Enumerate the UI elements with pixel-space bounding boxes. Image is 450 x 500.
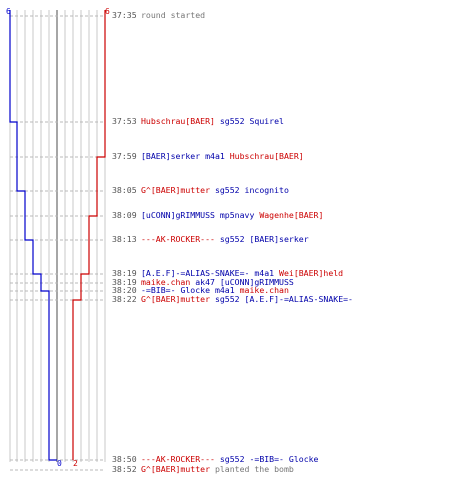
blue-team-line — [9, 10, 57, 461]
blue-start-count: 6 — [6, 7, 11, 16]
player-name: ---AK-ROCKER--- — [141, 454, 215, 464]
player-name: m4a1 — [249, 268, 280, 278]
red-team-line — [72, 10, 106, 460]
event-action-text: planted the bomb — [210, 464, 294, 474]
event-text: G^[BAER]mutter planted the bomb — [141, 465, 294, 474]
red-start-count: 6 — [105, 7, 110, 16]
player-name: maike.chan — [239, 285, 289, 295]
event-text: ---AK-ROCKER--- sg552 [BAER]serker — [141, 235, 309, 244]
player-name: ---AK-ROCKER--- — [141, 234, 215, 244]
player-name: sg552 — [214, 454, 250, 464]
event-text: maike.chan ak47 [uCONN]gRIMMUSS — [141, 278, 294, 287]
player-name: G^[BAER]mutter — [141, 294, 211, 304]
player-name: Wei[BAER]held — [279, 268, 344, 278]
player-name: Hubschrau[BAER] — [229, 151, 304, 161]
player-name: Glocke — [175, 285, 215, 295]
player-name: [uCONN]gRIMMUSS — [219, 277, 294, 287]
player-name: m4a1 — [200, 151, 230, 161]
event-text: -=BIB=- Glocke m4a1 maike.chan — [141, 286, 289, 295]
player-name: mp5navy — [214, 210, 260, 220]
event-text: [uCONN]gRIMMUSS mp5navy Wagenhe[BAER] — [141, 211, 323, 220]
player-name: Squirel — [249, 116, 284, 126]
player-name: [BAER]serker — [141, 151, 201, 161]
event-time: 38:20 — [112, 285, 137, 295]
event-time: 38:13 — [112, 234, 137, 244]
player-name: sg552 — [214, 234, 250, 244]
player-name: sg552 — [210, 185, 245, 195]
event-text: ---AK-ROCKER--- sg552 -=BIB=- Glocke — [141, 455, 318, 464]
player-name: G^[BAER]mutter — [141, 185, 211, 195]
player-name: Hubschrau[BAER] — [141, 116, 215, 126]
event-time: 38:05 — [112, 185, 137, 195]
event-text: Hubschrau[BAER] sg552 Squirel — [141, 117, 284, 126]
player-name: -=BIB=- — [141, 285, 176, 295]
event-time: 37:59 — [112, 151, 137, 161]
event-time: 37:35 — [112, 10, 137, 20]
event-time: 38:52 — [112, 464, 137, 474]
player-name: -=BIB=- Glocke — [249, 454, 319, 464]
player-name: incognito — [244, 185, 289, 195]
event-time: 38:19 — [112, 277, 137, 287]
player-name: [A.E.F]-=ALIAS-SNAKE=- — [244, 294, 353, 304]
player-name: ak47 — [190, 277, 220, 287]
player-name: G^[BAER]mutter — [141, 464, 211, 474]
event-action-text: round started — [141, 10, 206, 20]
event-time: 38:22 — [112, 294, 137, 304]
event-time: 38:09 — [112, 210, 137, 220]
player-name: [BAER]serker — [249, 234, 309, 244]
red-end-count: 2 — [73, 459, 78, 468]
event-text: [BAER]serker m4a1 Hubschrau[BAER] — [141, 152, 304, 161]
event-text: G^[BAER]mutter sg552 [A.E.F]-=ALIAS-SNAK… — [141, 295, 353, 304]
player-name: Wagenhe[BAER] — [259, 210, 324, 220]
player-name: m4a1 — [214, 285, 240, 295]
blue-end-count: 0 — [57, 459, 62, 468]
event-time: 37:53 — [112, 116, 137, 126]
player-name: [A.E.F]-=ALIAS-SNAKE=- — [141, 268, 250, 278]
event-text: G^[BAER]mutter sg552 incognito — [141, 186, 289, 195]
event-text: round started — [141, 11, 205, 20]
event-text: [A.E.F]-=ALIAS-SNAKE=- m4a1 Wei[BAER]hel… — [141, 269, 343, 278]
player-name: maike.chan — [141, 277, 191, 287]
player-name: sg552 — [214, 116, 250, 126]
event-time: 38:19 — [112, 268, 137, 278]
player-name: [uCONN]gRIMMUSS — [141, 210, 215, 220]
event-time: 38:50 — [112, 454, 137, 464]
player-name: sg552 — [210, 294, 245, 304]
